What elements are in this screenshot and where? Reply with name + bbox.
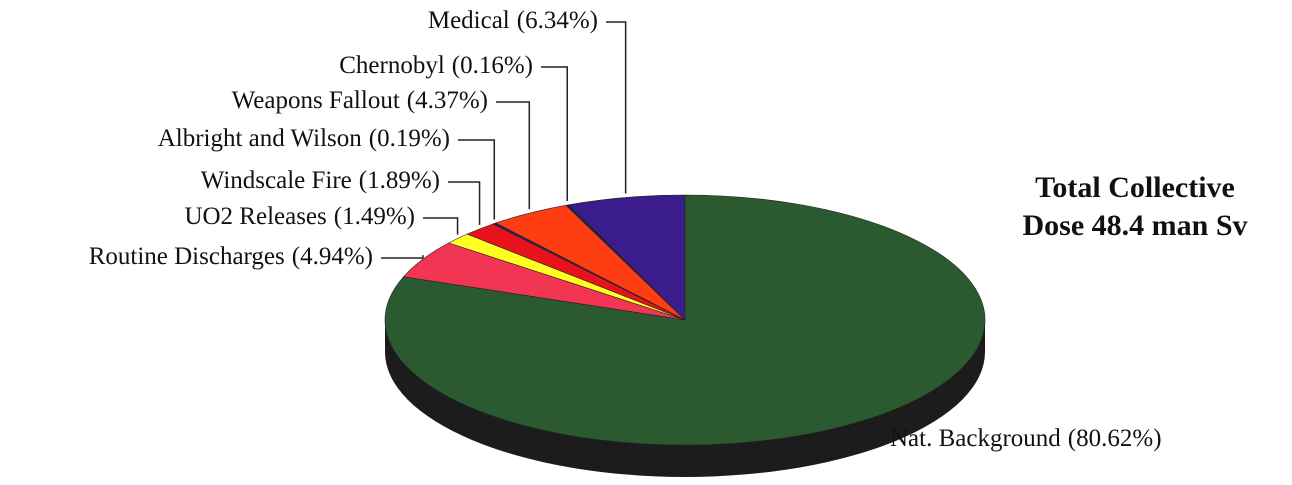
slice-label: Windscale Fire (1.89%) bbox=[201, 167, 440, 194]
slice-label: Routine Discharges (4.94%) bbox=[89, 243, 373, 270]
slice-value: (4.94%) bbox=[292, 243, 373, 270]
slice-value: (0.16%) bbox=[452, 52, 533, 79]
slice-value: (1.49%) bbox=[334, 203, 415, 230]
slice-name: Medical bbox=[428, 7, 510, 34]
pie-slice bbox=[568, 194, 686, 321]
pie-slice bbox=[384, 194, 986, 446]
slice-name: Weapons Fallout bbox=[232, 87, 400, 114]
slice-name: Windscale Fire bbox=[201, 167, 352, 194]
slice-value: (0.19%) bbox=[369, 125, 450, 152]
slice-value: (80.62%) bbox=[1068, 425, 1162, 452]
leader-line bbox=[423, 217, 459, 235]
leader-line bbox=[541, 66, 568, 202]
slice-name: Nat. Background bbox=[890, 425, 1061, 452]
slice-label: Chernobyl (0.16%) bbox=[339, 52, 533, 79]
slice-label: Medical (6.34%) bbox=[428, 7, 598, 34]
slice-label: Weapons Fallout (4.37%) bbox=[232, 87, 488, 114]
slice-name: UO2 Releases bbox=[184, 203, 326, 230]
slice-value: (6.34%) bbox=[517, 7, 598, 34]
leader-line bbox=[496, 101, 531, 210]
pie-side bbox=[385, 320, 985, 477]
slice-value: (4.37%) bbox=[407, 87, 488, 114]
leader-line bbox=[448, 181, 481, 225]
leader-line bbox=[381, 255, 424, 259]
slice-name: Routine Discharges bbox=[89, 243, 285, 270]
leader-line bbox=[606, 21, 627, 194]
slice-value: (1.89%) bbox=[359, 167, 440, 194]
slice-name: Chernobyl bbox=[339, 52, 445, 79]
slice-label: Nat. Background (80.62%) bbox=[890, 425, 1162, 452]
slice-label: Albright and Wilson (0.19%) bbox=[158, 125, 450, 152]
chart-title-line: Dose 48.4 man Sv bbox=[1022, 209, 1247, 242]
leader-line bbox=[458, 139, 496, 220]
slice-label: UO2 Releases (1.49%) bbox=[184, 203, 415, 230]
slice-name: Albright and Wilson bbox=[158, 125, 363, 152]
chart-title-line: Total Collective bbox=[1035, 171, 1235, 204]
